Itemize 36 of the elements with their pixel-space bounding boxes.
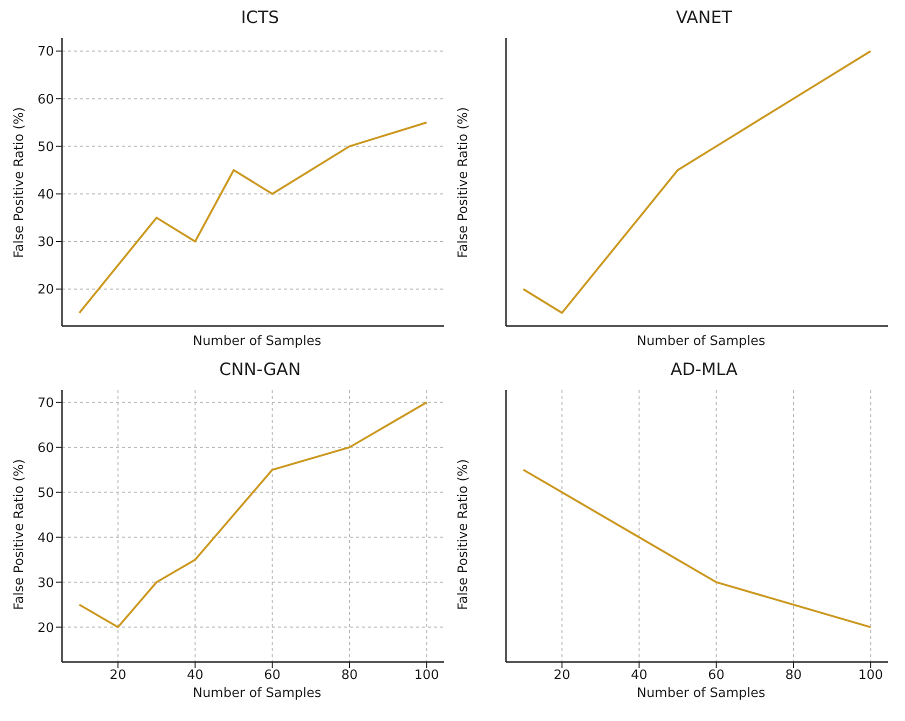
y-tick-label: 30 bbox=[37, 235, 54, 250]
x-tick-label: 60 bbox=[708, 668, 725, 684]
y-tick-label: 70 bbox=[37, 396, 54, 411]
chart-title: VANET bbox=[674, 8, 733, 30]
x-tick-label: 60 bbox=[264, 668, 281, 684]
y-tick-label: 60 bbox=[37, 440, 54, 456]
y-tick-label: 70 bbox=[37, 44, 54, 60]
y-axis-title: False Positive Ratio (%) bbox=[456, 459, 470, 611]
x-tick-label: 80 bbox=[341, 668, 358, 684]
chart-title: ICTS bbox=[240, 8, 280, 30]
y-tick-label: 20 bbox=[37, 282, 54, 298]
y-tick-label: 30 bbox=[37, 576, 54, 591]
x-tick-label: 100 bbox=[414, 668, 440, 684]
y-tick-label: 40 bbox=[37, 188, 54, 203]
x-axis-title: Number of Samples bbox=[636, 334, 766, 351]
x-axis-title: Number of Samples bbox=[192, 334, 322, 351]
x-tick-label: 80 bbox=[785, 668, 802, 684]
x-tick-label: 20 bbox=[554, 668, 570, 684]
y-axis-title: False Positive Ratio (%) bbox=[12, 107, 26, 259]
x-axis-title: Number of Samples bbox=[192, 686, 322, 703]
y-tick-label: 60 bbox=[37, 92, 54, 108]
x-tick-label: 100 bbox=[858, 668, 884, 684]
x-tick-label: 40 bbox=[630, 668, 648, 684]
y-axis-title: False Positive Ratio (%) bbox=[12, 459, 26, 611]
y-axis-title: False Positive Ratio (%) bbox=[456, 107, 470, 259]
x-tick-label: 40 bbox=[186, 668, 204, 684]
chart-title: CNN-GAN bbox=[218, 360, 302, 382]
y-tick-label: 20 bbox=[37, 620, 54, 636]
line-series bbox=[78, 121, 428, 314]
chart-title: AD-MLA bbox=[669, 360, 738, 382]
line-series bbox=[78, 401, 428, 628]
x-axis-title: Number of Samples bbox=[636, 686, 766, 703]
y-tick-label: 50 bbox=[37, 140, 54, 155]
y-tick-label: 50 bbox=[37, 486, 54, 501]
y-tick-label: 40 bbox=[37, 530, 54, 546]
x-tick-label: 20 bbox=[110, 668, 126, 684]
